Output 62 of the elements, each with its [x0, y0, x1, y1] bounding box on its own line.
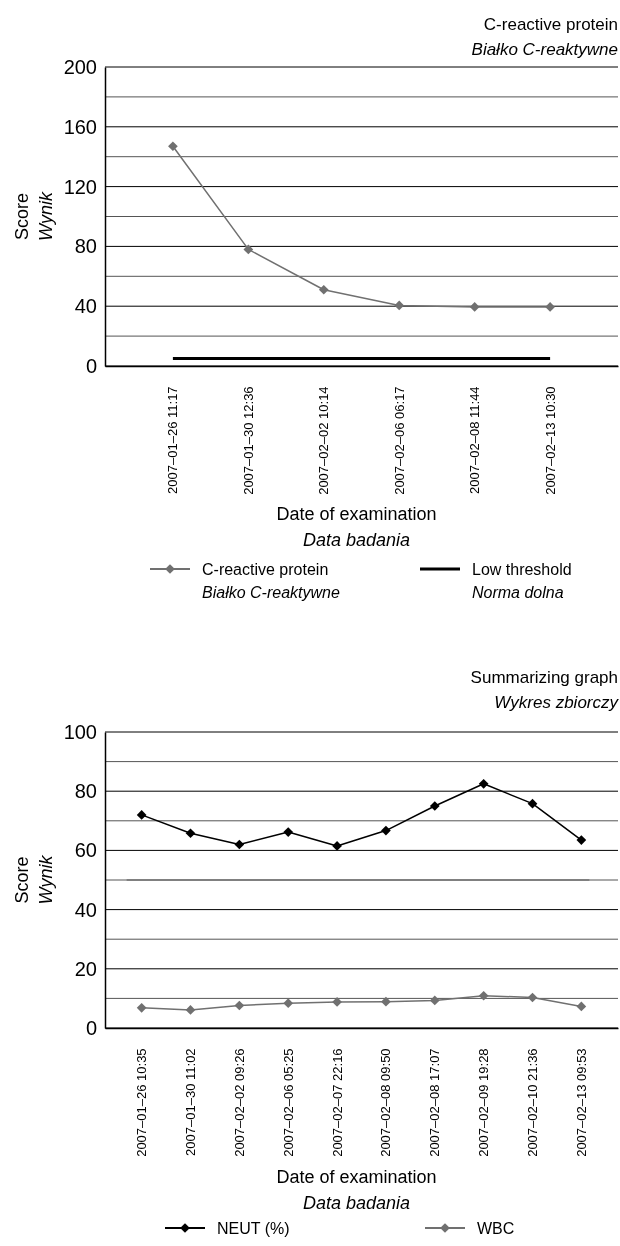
y-tick-label: 0 — [85, 354, 97, 377]
x-tick-label: 2007–02–08 11:44 — [467, 386, 483, 494]
point — [469, 302, 480, 312]
x-axis-title: Date of examination Data badania — [276, 1167, 437, 1213]
x-tick-label: 2007–02–08 09:50 — [378, 1048, 394, 1157]
y-tick-label: 120 — [63, 175, 97, 198]
legend-label: WBC — [477, 1220, 515, 1237]
x-tick-label: 2007–02–07 22:16 — [329, 1048, 345, 1157]
y-tick-label: 40 — [74, 295, 97, 318]
x-tick-label: 2007–01–26 11:17 — [165, 386, 181, 494]
x-tick-label: 2007–02–02 10:14 — [316, 386, 332, 495]
x-tick-label: 2007–02–06 06:17 — [391, 386, 407, 495]
chart-title: C-reactive protein — [483, 15, 618, 34]
y-tick-label: 160 — [63, 115, 97, 138]
point — [576, 1001, 587, 1012]
y-axis-title: Score Wynik — [12, 854, 56, 905]
point — [283, 827, 294, 837]
chart-subtitle: Białko C-reaktywne — [471, 40, 618, 59]
legend-label: NEUT (%) — [217, 1220, 290, 1237]
legend-label: Low threshold Norma dolna — [472, 561, 572, 601]
point — [318, 284, 329, 295]
point — [185, 1005, 196, 1015]
x-tick-label: 2007–01–26 10:35 — [134, 1048, 150, 1157]
point — [283, 998, 294, 1008]
y-tick-label: 20 — [74, 957, 97, 980]
legend-label: C-reactive protein Białko C-reaktywne — [202, 561, 340, 601]
point — [136, 810, 147, 820]
x-tick-label: 2007–02–10 21:36 — [525, 1048, 541, 1157]
y-tick-label: 40 — [74, 898, 97, 921]
x-tick-label: 2007–02–13 10:30 — [542, 386, 558, 495]
point — [429, 995, 440, 1006]
y-tick-label: 200 — [63, 55, 97, 78]
chart-title: Summarizing graph — [470, 668, 618, 687]
x-tick-label: 2007–01–30 11:02 — [183, 1048, 199, 1156]
x-tick-label: 2007–02–08 17:07 — [427, 1048, 443, 1157]
x-tick-label: 2007–02–09 19:28 — [476, 1048, 492, 1157]
x-axis-title: Date of examination Data badania — [276, 504, 437, 550]
y-tick-label: 0 — [85, 1016, 97, 1039]
point — [234, 1000, 245, 1011]
y-tick-label: 60 — [74, 839, 97, 862]
y-tick-label: 80 — [74, 235, 97, 258]
point — [478, 990, 489, 1001]
point — [545, 302, 555, 312]
y-tick-label: 80 — [74, 780, 97, 803]
point — [381, 825, 391, 836]
point — [478, 778, 489, 789]
point — [576, 835, 587, 845]
point — [136, 1003, 147, 1013]
y-axis-title: Score Wynik — [12, 191, 56, 241]
point — [185, 828, 196, 839]
x-tick-label: 2007–01–30 12:36 — [240, 386, 256, 495]
point — [381, 996, 391, 1007]
x-tick-label: 2007–02–13 09:53 — [573, 1048, 589, 1157]
y-tick-label: 100 — [63, 720, 97, 743]
point — [168, 141, 178, 152]
point — [234, 839, 245, 850]
point — [429, 801, 440, 811]
x-tick-label: 2007–02–06 05:25 — [280, 1048, 296, 1157]
chart-subtitle: Wykres zbiorczy — [494, 693, 620, 712]
x-tick-label: 2007–02–02 09:26 — [231, 1048, 247, 1157]
point — [243, 244, 254, 255]
point — [394, 300, 405, 311]
